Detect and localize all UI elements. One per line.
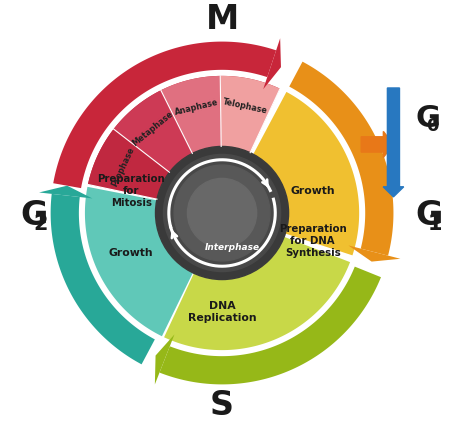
Text: G: G — [415, 198, 443, 232]
Polygon shape — [220, 76, 280, 153]
Text: G: G — [20, 198, 48, 232]
Polygon shape — [361, 131, 394, 157]
Polygon shape — [383, 88, 404, 197]
Polygon shape — [289, 62, 394, 255]
Circle shape — [174, 165, 270, 261]
Text: Anaphase: Anaphase — [173, 97, 219, 117]
Text: Prophase: Prophase — [110, 146, 136, 188]
Circle shape — [155, 147, 289, 280]
Polygon shape — [85, 187, 193, 336]
Text: 2: 2 — [34, 214, 48, 234]
Polygon shape — [348, 246, 400, 262]
Polygon shape — [161, 76, 221, 153]
Polygon shape — [155, 334, 174, 384]
Polygon shape — [253, 92, 359, 255]
Text: 0: 0 — [427, 117, 439, 135]
Circle shape — [188, 178, 257, 248]
Text: M: M — [205, 3, 239, 36]
Text: Preparation
for
Mitosis: Preparation for Mitosis — [97, 174, 165, 208]
Polygon shape — [159, 266, 381, 384]
Polygon shape — [88, 129, 169, 199]
Circle shape — [164, 154, 280, 272]
Text: Preparation
for DNA
Synthesis: Preparation for DNA Synthesis — [279, 224, 347, 258]
Polygon shape — [263, 38, 281, 89]
Text: Metaphase: Metaphase — [131, 109, 175, 148]
Text: Growth: Growth — [109, 248, 154, 258]
Text: Growth: Growth — [290, 186, 335, 196]
Text: Telophase: Telophase — [222, 97, 268, 116]
Polygon shape — [51, 194, 155, 364]
Text: DNA
Replication: DNA Replication — [188, 300, 256, 323]
Text: G: G — [415, 104, 441, 133]
Polygon shape — [39, 186, 92, 198]
Polygon shape — [53, 42, 276, 188]
Text: S: S — [210, 389, 234, 422]
Text: Interphase: Interphase — [205, 243, 260, 252]
Polygon shape — [88, 76, 280, 199]
Polygon shape — [164, 237, 350, 350]
Polygon shape — [114, 90, 193, 172]
Text: 1: 1 — [428, 214, 442, 234]
